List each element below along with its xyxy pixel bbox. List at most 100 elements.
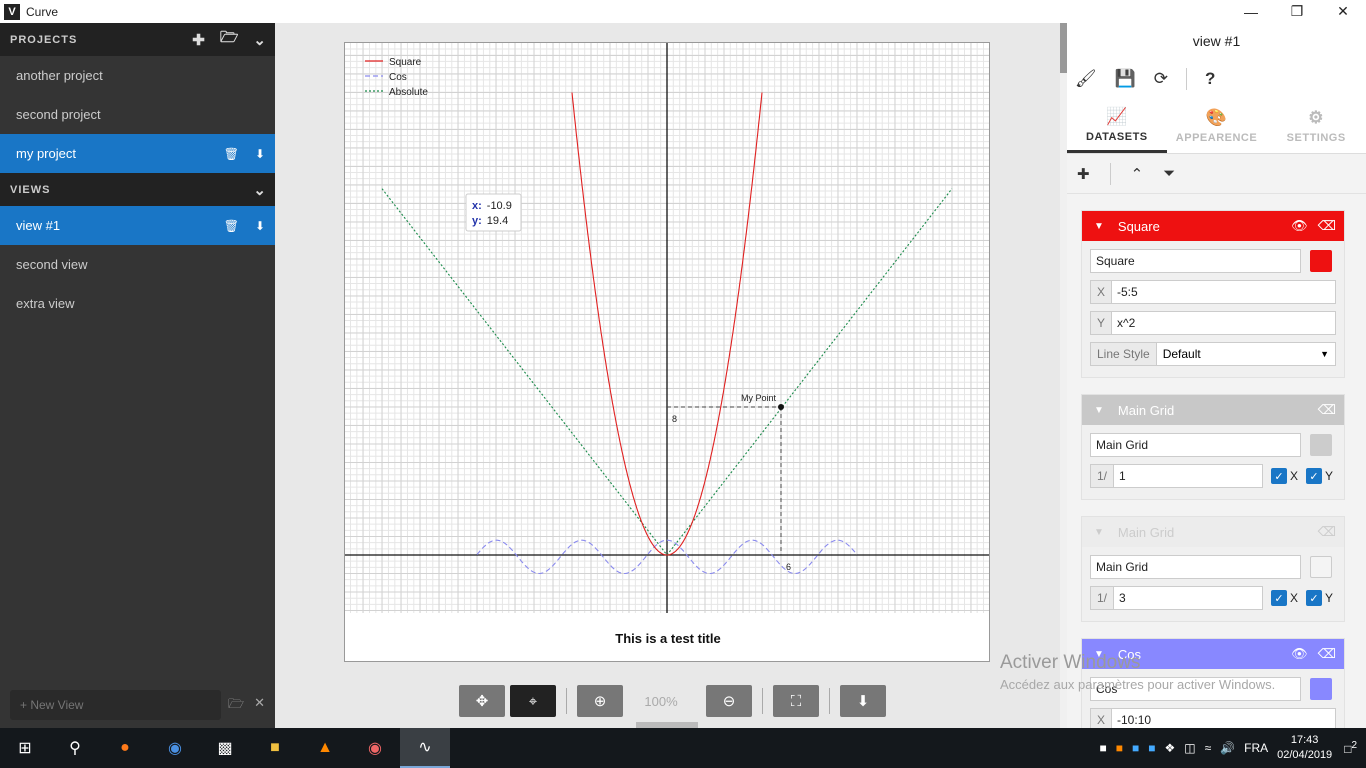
dataset-header[interactable]: ▼ Main Grid ⌫ [1082, 517, 1344, 547]
tray-sublime-icon[interactable]: ■ [1115, 741, 1123, 755]
tray-network-icon[interactable]: ◫ [1184, 741, 1196, 755]
dataset-secondary-grid: ▼ Main Grid ⌫ Main Grid 1/ 3 ✓ X ✓ Y [1081, 516, 1345, 622]
search-button[interactable]: ⚲ [50, 728, 100, 768]
view-item-extra[interactable]: extra view [0, 284, 275, 323]
chevron-down-icon[interactable]: ⌄ [253, 31, 267, 49]
chevron-down-icon[interactable]: ▼ [1094, 648, 1104, 660]
taskbar-paint[interactable]: ◉ [350, 728, 400, 768]
clock-date: 02/04/2019 [1277, 749, 1333, 761]
taskbar-curve[interactable]: ∿ [400, 728, 450, 768]
chevron-down-icon[interactable]: ▼ [1094, 404, 1104, 416]
plot-card[interactable]: My Point 6 8 Square Cos Absolute x: -10.9 y: 19.4… [344, 42, 990, 662]
plot-canvas[interactable]: My Point 6 8 Square Cos Absolute x: -10.9 y: 19.4 [345, 43, 989, 613]
add-project-icon[interactable]: ✚ [192, 31, 206, 49]
eraser-icon[interactable]: ⌫ [1317, 524, 1336, 539]
tray-clock[interactable]: 17:43 02/04/2019 [1277, 733, 1332, 763]
eraser-icon[interactable]: ⌫ [1317, 402, 1336, 417]
taskbar-firefox[interactable]: ● [100, 728, 150, 768]
view-item-view1[interactable]: view #1 🗑 ⬇ [0, 206, 275, 245]
eraser-icon[interactable]: ⌫ [1317, 646, 1336, 661]
tray-wifi-icon[interactable]: ≈ [1204, 741, 1212, 755]
tab-datasets[interactable]: 📈 DATASETS [1067, 99, 1167, 153]
x-checkbox[interactable]: ✓ [1271, 468, 1288, 484]
step-input[interactable]: 1 [1113, 464, 1264, 488]
notification-icon[interactable]: □2 [1344, 740, 1357, 756]
crosshair-button[interactable]: ⌖ [510, 685, 556, 717]
project-item-my-project[interactable]: my project 🗑 ⬇ [0, 134, 275, 173]
tray-app-icon[interactable]: ■ [1099, 741, 1107, 755]
project-item-second[interactable]: second project [0, 95, 275, 134]
tab-appearence[interactable]: 🎨 APPEARENCE [1167, 99, 1267, 153]
color-swatch[interactable] [1310, 556, 1332, 578]
start-button[interactable]: ⊞ [0, 728, 50, 768]
fit-button[interactable]: ⛶ [773, 685, 819, 717]
tray-app2-icon[interactable]: ■ [1131, 741, 1140, 755]
refresh-icon[interactable]: ⟳ [1153, 69, 1169, 88]
export-icon[interactable]: ⬇ [254, 218, 265, 233]
tray-app3-icon[interactable]: ■ [1148, 741, 1156, 755]
dataset-header[interactable]: ▼ Square 👁 ⌫ [1082, 211, 1344, 241]
dataset-name: Main Grid [1117, 524, 1175, 540]
chevron-down-icon[interactable]: ▼ [1094, 526, 1104, 538]
trash-icon[interactable]: 🗑 [223, 218, 239, 233]
project-item-another[interactable]: another project [0, 56, 275, 95]
dataset-name-input[interactable]: Main Grid [1090, 433, 1301, 457]
color-swatch[interactable] [1310, 678, 1332, 700]
tray-language[interactable]: FRA [1244, 741, 1269, 755]
view-item-second[interactable]: second view [0, 245, 275, 284]
eraser-icon[interactable]: ⌫ [1317, 218, 1336, 233]
y-checkbox[interactable]: ✓ [1306, 590, 1323, 606]
views-header-label: VIEWS [10, 183, 51, 196]
eye-icon[interactable]: 👁 [1291, 218, 1308, 233]
zoom-out-button[interactable]: ⊖ [706, 685, 752, 717]
new-view-input[interactable] [10, 690, 221, 720]
notification-count: 2 [1351, 740, 1357, 751]
help-icon[interactable]: ? [1205, 69, 1216, 88]
close-icon[interactable]: ✕ [254, 695, 265, 710]
chevron-down-icon[interactable]: ⌄ [253, 181, 267, 199]
color-swatch[interactable] [1310, 250, 1332, 272]
y-checkbox[interactable]: ✓ [1306, 468, 1323, 484]
vertical-scrollbar[interactable] [1060, 23, 1067, 728]
tab-settings[interactable]: ⚙ SETTINGS [1266, 99, 1366, 153]
x-checkbox[interactable]: ✓ [1271, 590, 1288, 606]
horizontal-scrollbar[interactable] [636, 722, 698, 728]
chevron-down-icon[interactable]: ▼ [1094, 220, 1104, 232]
y-expression-input[interactable]: x^2 [1111, 311, 1336, 335]
maximize-button[interactable]: ❐ [1290, 3, 1304, 19]
dataset-name-input[interactable]: Square [1090, 249, 1301, 273]
collapse-all-icon[interactable]: ⌃ [1130, 165, 1144, 183]
pan-button[interactable]: ✥ [459, 685, 505, 717]
x-range-input[interactable]: -10:10 [1111, 708, 1336, 728]
download-button[interactable]: ⬇ [840, 685, 886, 717]
filter-icon[interactable]: ⏷ [1163, 165, 1176, 182]
brush-icon[interactable]: 🖌 [1075, 69, 1097, 88]
color-swatch[interactable] [1310, 434, 1332, 456]
vertical-scrollbar-thumb[interactable] [1060, 23, 1067, 73]
minimize-button[interactable]: — [1244, 3, 1258, 20]
dataset-header[interactable]: ▼ Cos 👁 ⌫ [1082, 639, 1344, 669]
eye-icon[interactable]: 👁 [1291, 646, 1308, 661]
taskbar-vlc[interactable]: ▲ [300, 728, 350, 768]
open-folder-icon[interactable]: 🗁 [227, 696, 245, 711]
dataset-name-input[interactable]: Cos [1090, 677, 1301, 701]
terminal-icon: ▩ [217, 740, 233, 757]
add-dataset-icon[interactable]: ✚ [1077, 165, 1090, 183]
close-button[interactable]: ✕ [1337, 3, 1349, 19]
tray-dropbox-icon[interactable]: ❖ [1164, 741, 1176, 755]
taskbar-terminal[interactable]: ▩ [200, 728, 250, 768]
open-folder-icon[interactable]: 🗁 [219, 29, 240, 46]
step-input[interactable]: 3 [1113, 586, 1264, 610]
taskbar-explorer[interactable]: ■ [250, 728, 300, 768]
dataset-name-input[interactable]: Main Grid [1090, 555, 1301, 579]
x-range-input[interactable]: -5:5 [1111, 280, 1336, 304]
dataset-header[interactable]: ▼ Main Grid ⌫ [1082, 395, 1344, 425]
export-icon[interactable]: ⬇ [254, 146, 265, 161]
zoom-in-button[interactable]: ⊕ [577, 685, 623, 717]
tray-volume-icon[interactable]: 🔊 [1220, 741, 1236, 755]
line-style-select[interactable]: Default ▼ [1155, 342, 1336, 366]
save-icon[interactable]: 💾 [1114, 69, 1136, 88]
trash-icon[interactable]: 🗑 [223, 146, 239, 161]
project-label: my project [16, 146, 76, 161]
taskbar-chrome[interactable]: ◉ [150, 728, 200, 768]
